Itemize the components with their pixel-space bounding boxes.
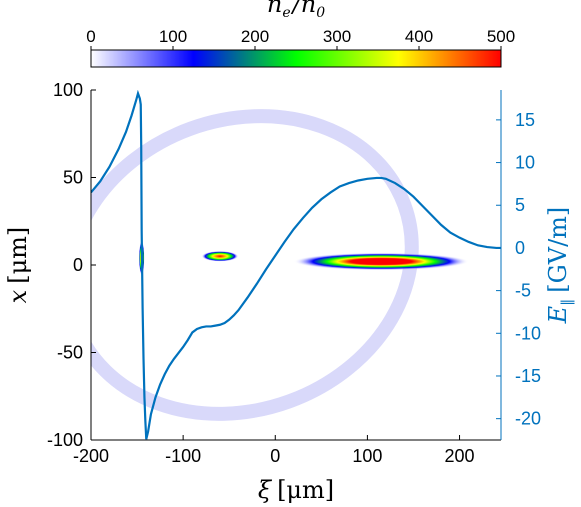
y-left-tick-label: -100 <box>47 430 83 450</box>
y-left-tick-label: -50 <box>57 343 83 363</box>
x-axis-label: ξ [μm] <box>258 476 334 504</box>
field-line <box>91 90 501 440</box>
density-blob <box>293 252 469 271</box>
colorbar-tick-label: 400 <box>405 27 433 46</box>
y-right-tick-label: 5 <box>515 195 525 215</box>
y-left-axis-label: x[μm] <box>4 227 32 304</box>
y-right-tick-label: -15 <box>515 366 541 386</box>
colorbar-label: ne/n0 <box>267 0 325 21</box>
colorbar-tick-label: 300 <box>323 27 351 46</box>
y-left-ticks: 100 50 0 -50 -100 <box>47 80 96 450</box>
colorbar-tick-label: 100 <box>159 27 187 46</box>
y-left-tick-label: 50 <box>63 168 83 188</box>
y-right-tick-label: -10 <box>515 323 541 343</box>
colorbar-tick-label: 500 <box>487 27 515 46</box>
colorbar-tick-label: 200 <box>241 27 269 46</box>
y-right-axis-label: E‖[GV/m] <box>544 207 575 325</box>
y-right-ticks: 15 10 5 0 -5 -10 -15 -20 <box>496 110 541 429</box>
x-tick-label: 100 <box>352 446 382 466</box>
density-ring <box>91 109 419 421</box>
x-ticks: -200 -100 0 100 200 <box>73 435 475 466</box>
colorbar-bar <box>90 49 502 68</box>
y-right-tick-label: -5 <box>515 281 531 301</box>
x-tick-label: -100 <box>165 446 201 466</box>
y-right-tick-label: 10 <box>515 153 535 173</box>
y-right-tick-label: 15 <box>515 110 535 130</box>
plot-area <box>91 90 501 440</box>
y-left-tick-label: 100 <box>53 80 83 100</box>
colorbar-tick-label: 0 <box>86 27 95 46</box>
x-tick-label: 200 <box>445 446 475 466</box>
y-right-tick-label: 0 <box>515 238 525 258</box>
y-left-tick-label: 0 <box>73 255 83 275</box>
x-tick-label: 0 <box>270 446 280 466</box>
density-blob <box>201 251 239 262</box>
colorbar: 0 100 200 300 400 500 ne/n0 <box>86 0 515 68</box>
colorbar-ticks: 0 100 200 300 400 500 <box>86 27 515 50</box>
y-right-tick-label: -20 <box>515 409 541 429</box>
density-blobs <box>138 240 469 276</box>
x-tick-label: -200 <box>73 446 109 466</box>
